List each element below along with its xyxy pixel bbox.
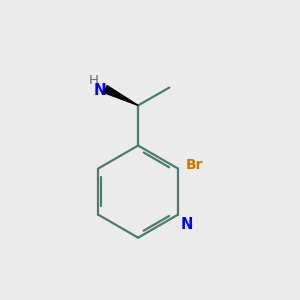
Text: H: H (89, 74, 99, 87)
Text: N: N (180, 217, 193, 232)
Text: Br: Br (185, 158, 203, 172)
Text: N: N (94, 83, 106, 98)
Polygon shape (104, 85, 138, 105)
